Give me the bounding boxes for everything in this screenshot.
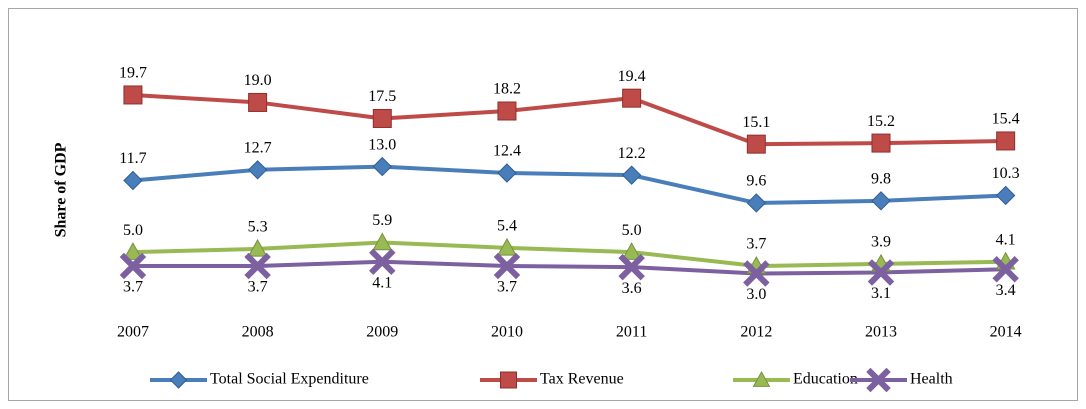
marker (119, 252, 147, 280)
legend-label: Education (793, 371, 858, 388)
marker (169, 371, 188, 389)
data-label: 5.9 (372, 212, 392, 229)
data-label: 3.6 (622, 280, 642, 297)
marker (746, 134, 766, 154)
marker (123, 85, 143, 105)
data-label: 15.1 (742, 114, 770, 131)
marker (244, 252, 271, 280)
data-label: 10.3 (992, 165, 1020, 182)
marker (369, 248, 396, 276)
data-label: 5.4 (497, 218, 517, 235)
marker (500, 371, 517, 389)
marker (871, 133, 891, 153)
chart-border (8, 8, 1078, 401)
marker (746, 193, 767, 213)
data-label: 5.3 (248, 219, 268, 236)
marker (743, 260, 770, 287)
data-label: 9.6 (746, 173, 766, 190)
marker (992, 256, 1019, 283)
marker (372, 108, 392, 128)
data-label: 9.8 (871, 170, 891, 187)
data-label: 11.7 (119, 150, 146, 167)
legend-label: Tax Revenue (540, 371, 624, 388)
data-label: 19.7 (119, 65, 147, 82)
marker (497, 101, 517, 121)
data-label: 18.2 (493, 81, 521, 98)
marker (622, 88, 642, 108)
data-label: 3.7 (248, 279, 268, 296)
y-axis-label: Share of GDP (53, 142, 70, 237)
data-label: 17.5 (368, 88, 396, 105)
series-line (132, 92, 1006, 147)
data-label: 3.7 (123, 279, 143, 296)
x-tick-label: 2007 (117, 324, 149, 341)
marker (621, 165, 642, 185)
x-tick-label: 2014 (990, 324, 1022, 341)
marker (372, 156, 392, 177)
data-label: 4.1 (372, 274, 392, 291)
marker (372, 232, 393, 251)
x-tick-label: 2011 (616, 324, 647, 341)
data-label: 3.4 (996, 282, 1016, 299)
marker (247, 160, 268, 180)
data-label: 5.0 (622, 222, 642, 239)
data-label: 4.1 (996, 231, 1016, 248)
data-label: 5.0 (123, 222, 143, 239)
x-tick-label: 2009 (366, 324, 398, 341)
legend-label: Total Social Expenditure (210, 371, 369, 388)
marker (123, 170, 143, 191)
marker (247, 238, 268, 257)
marker (867, 259, 895, 286)
legend-label: Health (910, 371, 953, 388)
marker (497, 163, 517, 183)
x-tick-label: 2012 (740, 324, 772, 341)
data-label: 3.0 (746, 286, 766, 303)
marker (752, 370, 771, 387)
series-line (132, 259, 1006, 276)
data-label: 3.1 (871, 285, 891, 302)
x-tick-label: 2008 (242, 324, 274, 341)
data-label: 15.2 (867, 113, 895, 130)
marker (996, 131, 1016, 151)
data-label: 13.0 (368, 136, 396, 153)
series-line (132, 164, 1006, 205)
marker (248, 92, 268, 112)
marker (866, 367, 891, 393)
x-tick-label: 2010 (491, 324, 523, 341)
data-label: 12.4 (493, 143, 521, 160)
data-label: 3.7 (746, 236, 766, 253)
data-label: 15.4 (992, 111, 1020, 128)
marker (497, 237, 517, 256)
data-label: 12.2 (618, 145, 646, 162)
data-label: 19.4 (618, 68, 646, 85)
data-label: 3.9 (871, 234, 891, 251)
series-line (132, 240, 1006, 269)
marker (621, 242, 642, 260)
marker (123, 242, 143, 260)
data-label: 3.7 (497, 279, 517, 296)
marker (995, 185, 1016, 206)
data-label: 12.7 (244, 139, 272, 156)
x-tick-label: 2013 (865, 324, 897, 341)
marker (871, 191, 891, 211)
data-label: 19.0 (244, 72, 272, 89)
marker (618, 253, 645, 281)
marker (493, 252, 521, 280)
